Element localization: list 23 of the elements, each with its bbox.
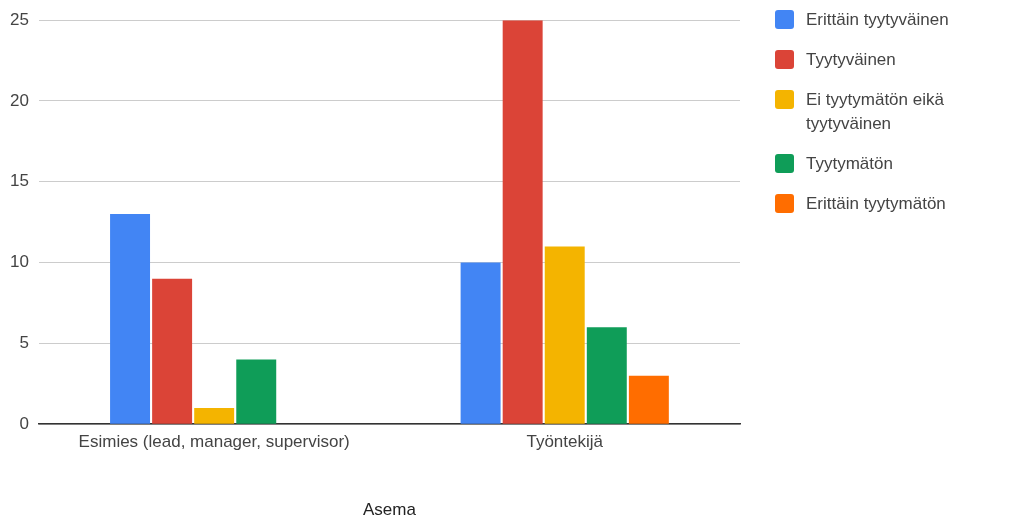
y-tick-label: 20: [9, 90, 29, 110]
y-tick-label: 25: [9, 9, 29, 29]
legend-label: Ei tyytymätön eikä tyytyväinen: [806, 89, 945, 135]
bar: [110, 214, 151, 424]
bar: [586, 327, 627, 424]
bar: [194, 408, 235, 424]
x-axis-title: Asema: [362, 500, 417, 520]
bar: [152, 278, 193, 424]
y-tick-label: 5: [19, 333, 29, 353]
y-tick-label: 0: [19, 413, 29, 433]
x-tick-label: Työntekijä: [526, 432, 604, 452]
bar: [236, 359, 277, 424]
y-tick-label: 10: [9, 252, 29, 272]
bar: [544, 246, 585, 424]
legend-label: Tyytyväinen: [806, 49, 896, 71]
bar: [628, 375, 669, 424]
legend-label: Erittäin tyytymätön: [806, 193, 946, 215]
x-tick-label: Esimies (lead, manager, supervisor): [78, 432, 350, 452]
bar: [502, 20, 543, 424]
legend-label: Tyytymätön: [806, 153, 893, 175]
y-tick-label: 15: [9, 171, 29, 191]
legend-label: Erittäin tyytyväinen: [806, 9, 949, 31]
bar: [460, 262, 501, 424]
